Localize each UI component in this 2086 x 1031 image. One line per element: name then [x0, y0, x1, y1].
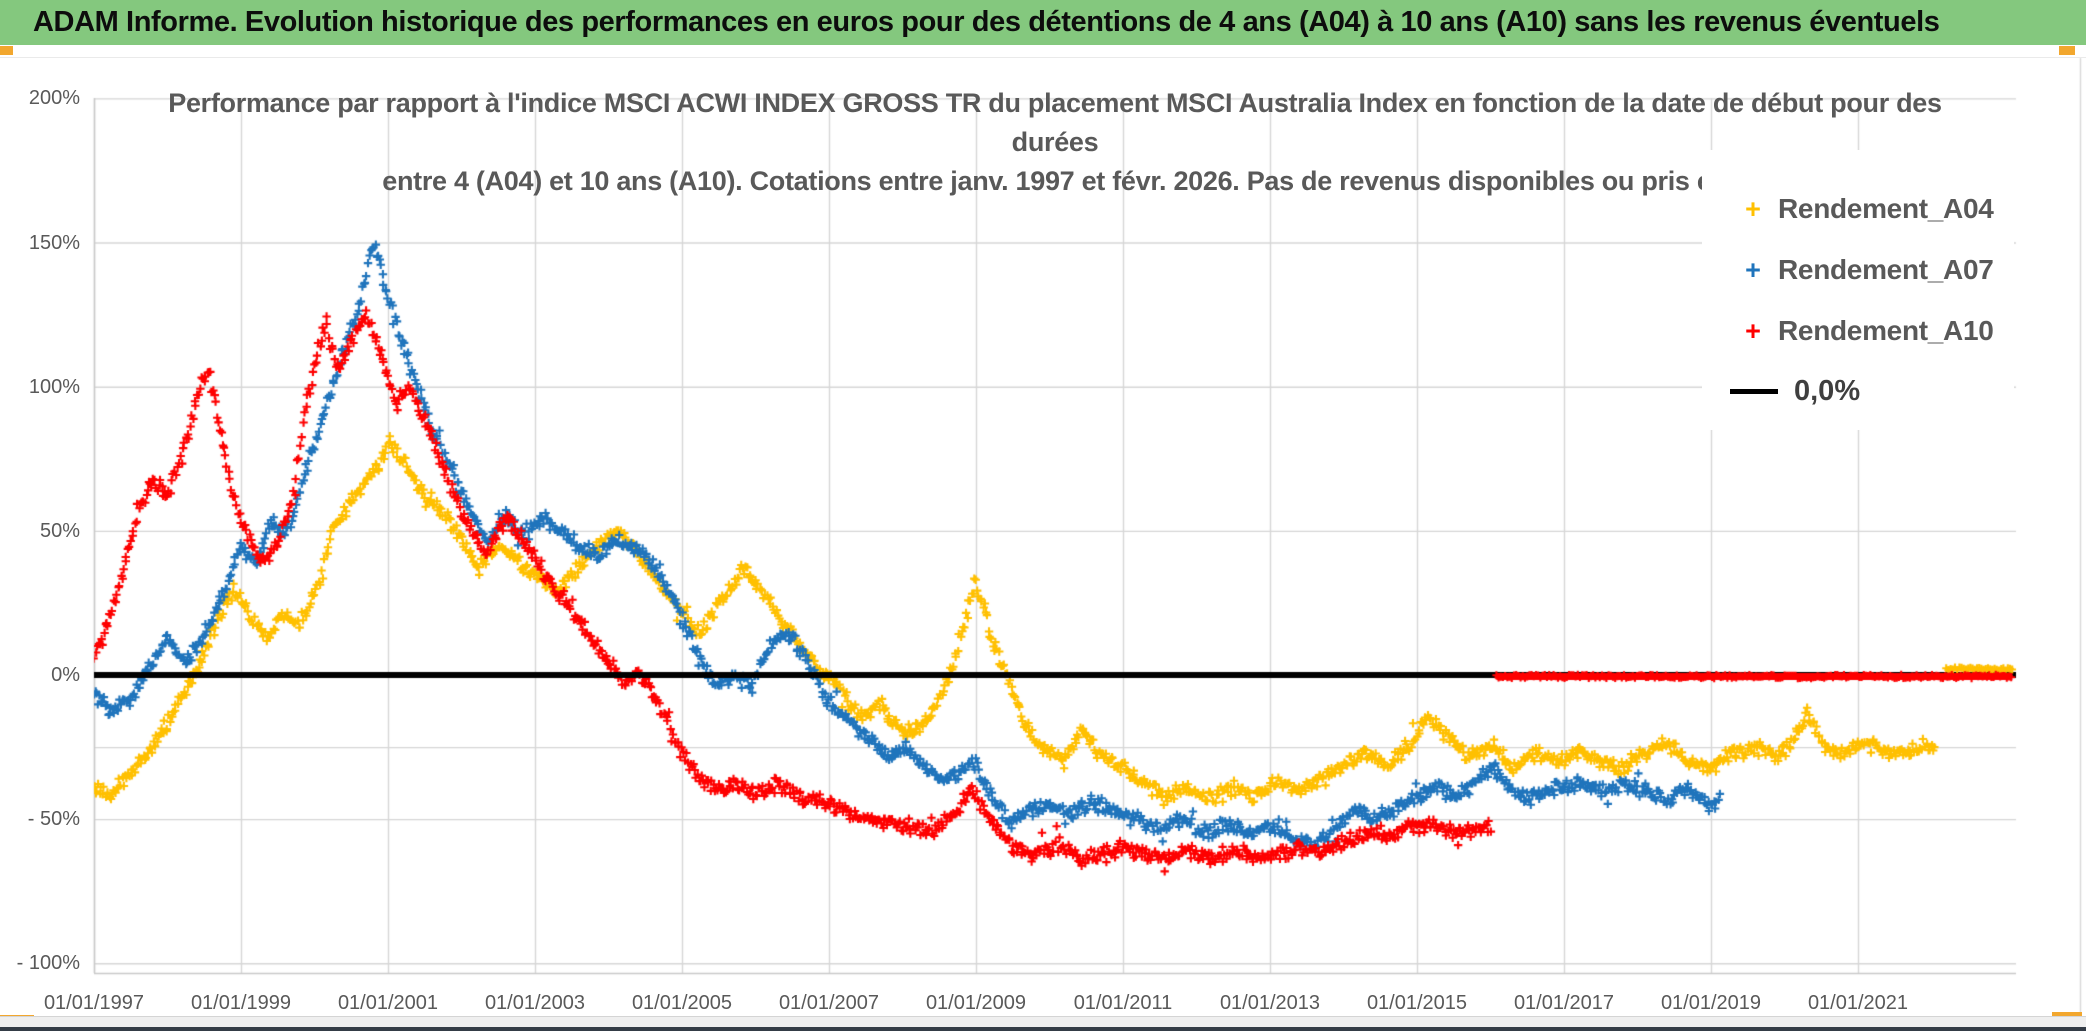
chart-title-line1: Performance par rapport à l'indice MSCI …: [168, 88, 1942, 118]
legend-item-rendement_a10[interactable]: + Rendement_A10: [1702, 300, 2014, 361]
chart-title-line2: durées: [1011, 127, 1099, 157]
x-tick-label: 01/01/2001: [337, 992, 439, 1014]
legend-item-rendement_a07[interactable]: + Rendement_A07: [1702, 239, 2014, 300]
x-tick-label: 01/01/2009: [925, 992, 1027, 1014]
plus-marker-icon: +: [1745, 315, 1761, 346]
legend-label: 0,0%: [1794, 375, 1861, 407]
x-tick-label: 01/01/2005: [631, 992, 733, 1014]
corner-handle-top-right[interactable]: [2059, 46, 2075, 55]
x-tick-label: 01/01/1997: [43, 992, 145, 1014]
x-tick-label: 01/01/2007: [778, 992, 880, 1014]
x-tick-label: 01/01/2015: [1366, 992, 1468, 1014]
plus-marker-icon: +: [1745, 254, 1761, 285]
window-bottom-bar: [0, 1027, 2086, 1031]
legend-label: Rendement_A07: [1778, 253, 1994, 285]
y-tick-label: - 100%: [16, 952, 80, 975]
report-title-bar: ADAM Informe. Evolution historique des p…: [0, 0, 2086, 45]
legend-label: Rendement_A04: [1778, 192, 1994, 224]
zero-line-swatch-icon: [1730, 389, 1778, 394]
x-tick-label: 01/01/2003: [484, 992, 586, 1014]
y-tick-label: 200%: [28, 87, 80, 110]
x-tick-label: 01/01/2019: [1660, 992, 1762, 1014]
legend-item-rendement_a04[interactable]: + Rendement_A04: [1702, 178, 2014, 239]
report-title: ADAM Informe. Evolution historique des p…: [33, 6, 1940, 38]
plus-marker-icon: +: [1745, 193, 1761, 224]
chart-legend: + Rendement_A04 + Rendement_A07 + Rendement_A…: [1702, 150, 2014, 430]
y-tick-label: - 50%: [27, 808, 80, 831]
x-tick-label: 01/01/1999: [190, 992, 292, 1014]
chart-title: Performance par rapport à l'indice MSCI …: [94, 84, 2016, 201]
y-tick-label: 150%: [28, 231, 80, 254]
x-tick-label: 01/01/2021: [1807, 992, 1909, 1014]
x-tick-label: 01/01/2013: [1219, 992, 1321, 1014]
y-tick-label: 100%: [28, 375, 80, 398]
divider-line: [0, 57, 2086, 58]
y-tick-label: 50%: [39, 519, 80, 542]
x-tick-label: 01/01/2011: [1073, 992, 1173, 1014]
y-tick-label: 0%: [51, 664, 80, 686]
x-tick-label: 01/01/2017: [1513, 992, 1615, 1014]
legend-label: Rendement_A10: [1778, 314, 1994, 346]
legend-item-zero-line[interactable]: 0,0%: [1702, 361, 2014, 422]
corner-handle-top-left[interactable]: [0, 46, 13, 55]
bottom-scroll-strip: [0, 1016, 2086, 1027]
chart-title-line3: entre 4 (A04) et 10 ans (A10). Cotations…: [382, 166, 1728, 196]
